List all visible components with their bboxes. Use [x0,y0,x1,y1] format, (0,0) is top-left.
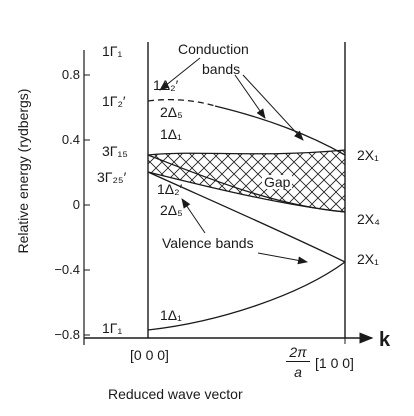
y-tick-label-neg0.8: −0.8 [54,327,80,342]
annotation-conduction-bands: bands [202,61,241,77]
label-delta2p-lower: 1Δ₂′ [157,181,183,197]
label-gamma1-top: 1Γ₁ [102,43,123,59]
label-x1-lower: 2X₁ [357,251,379,267]
y-tick-label-0.4: 0.4 [61,132,80,147]
k-vector-label: k [379,329,391,351]
x-label-frac-num: 2π [289,344,307,360]
x-label-x-point: [1 0 0] [315,355,354,371]
label-gamma2p: 1Γ₂′ [102,93,126,109]
gap-region [148,150,345,212]
y-tick-label-0: 0 [72,197,80,212]
label-gamma1-bottom: 1Γ₁ [102,320,123,336]
x-label-frac-bar [286,361,310,362]
band-delta5-lower [147,171,346,263]
label-delta1-lower: 1Δ₁ [160,307,182,323]
label-gamma15: 3Γ₁₅ [102,143,128,159]
label-delta5-lower: 2Δ₅ [160,202,183,218]
conduction-arrow-3 [242,74,304,141]
band-delta1-lower [147,261,346,331]
band-delta2p-lower [147,171,346,213]
valence-arrow-1 [181,198,206,234]
band-delta2p-dashed [147,98,216,107]
annotation-valence-bands: Valence bands [162,235,254,251]
x-label-frac-den: a [294,364,302,380]
conduction-arrow-1 [159,57,201,91]
band-delta5-upper [147,149,346,156]
valence-arrow-2 [257,252,308,265]
band-delta2p-upper [214,105,346,156]
y-axis-label: Relative energy (rydbergs) [15,88,31,254]
conduction-arrow-2 [234,74,266,119]
label-x1-upper: 2X₁ [357,147,379,163]
label-delta1-upper: 1Δ₁ [160,126,182,142]
y-tick-label-neg0.4: −0.4 [54,262,80,277]
label-delta5-upper: 2Δ₅ [160,104,183,120]
annotation-conduction: Conduction [178,41,249,57]
label-x4: 2X₄ [357,211,380,227]
label-gamma25p: 3Γ₂₅′ [97,169,127,185]
y-tick-label-0.8: 0.8 [61,67,80,82]
annotation-gap: Gap [262,174,293,190]
label-delta2p-upper: 1Δ₂′ [153,77,179,93]
x-axis-label: Reduced wave vector [108,386,243,402]
x-label-gamma-point: [0 0 0] [130,347,169,363]
